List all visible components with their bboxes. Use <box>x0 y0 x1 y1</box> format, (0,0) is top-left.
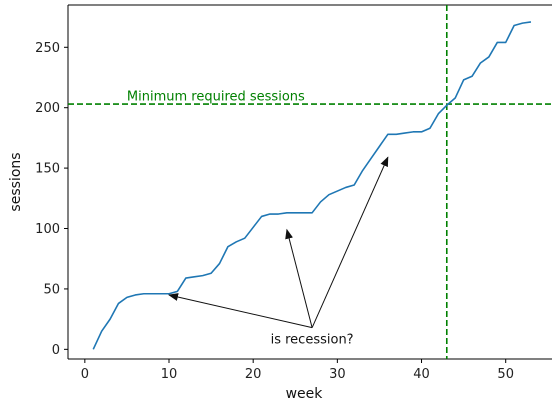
annotation-arrow <box>285 228 313 328</box>
annotation-text: is recession? <box>271 333 354 348</box>
y-axis-label: sessions <box>8 152 24 211</box>
y-tick-label: 200 <box>35 101 60 116</box>
x-tick-label: 50 <box>497 367 514 382</box>
y-tick-label: 0 <box>52 343 60 358</box>
y-tick-label: 150 <box>35 162 60 177</box>
plot-area: 0 10 20 30 40 50 0 50 100 150 200 250 week sessions Mi… <box>8 4 552 402</box>
annotation-arrow <box>168 293 313 329</box>
annotation-arrow <box>311 156 389 328</box>
series-line <box>92 21 532 350</box>
x-tick-label: 10 <box>161 367 178 382</box>
y-tick-label: 250 <box>35 41 60 56</box>
threshold-label: Minimum required sessions <box>127 89 305 104</box>
x-tick-label: 0 <box>81 367 89 382</box>
y-tick-label: 50 <box>43 282 60 297</box>
x-tick-label: 20 <box>245 367 262 382</box>
x-tick-label: 30 <box>329 367 346 382</box>
x-tick-label: 40 <box>413 367 430 382</box>
x-axis-label: week <box>286 386 324 402</box>
y-tick-label: 100 <box>35 222 60 237</box>
